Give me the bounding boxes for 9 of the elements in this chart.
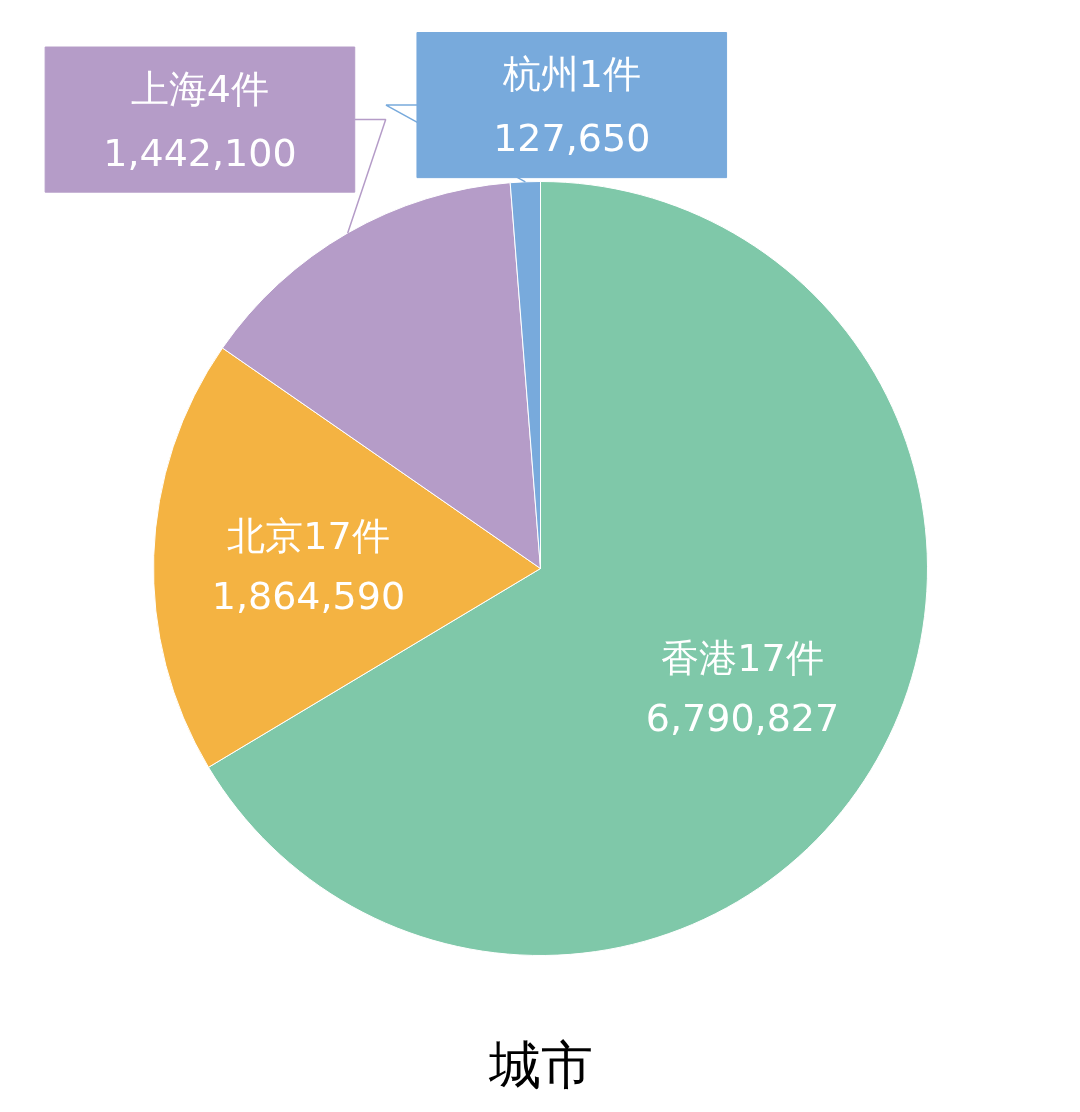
data-label: 6,790,827 xyxy=(645,696,840,741)
slice-label: 杭州1件 xyxy=(501,52,641,97)
text: 城市 xyxy=(487,1035,593,1096)
data-label: 127,650 xyxy=(493,116,651,161)
slice-label: 香港17件 xyxy=(661,635,824,680)
data-label: 1,442,100 xyxy=(103,130,297,175)
slice-label: 上海4件 xyxy=(130,66,270,111)
slice-label: 北京17件 xyxy=(227,513,390,558)
data-label: 1,864,590 xyxy=(211,574,406,619)
